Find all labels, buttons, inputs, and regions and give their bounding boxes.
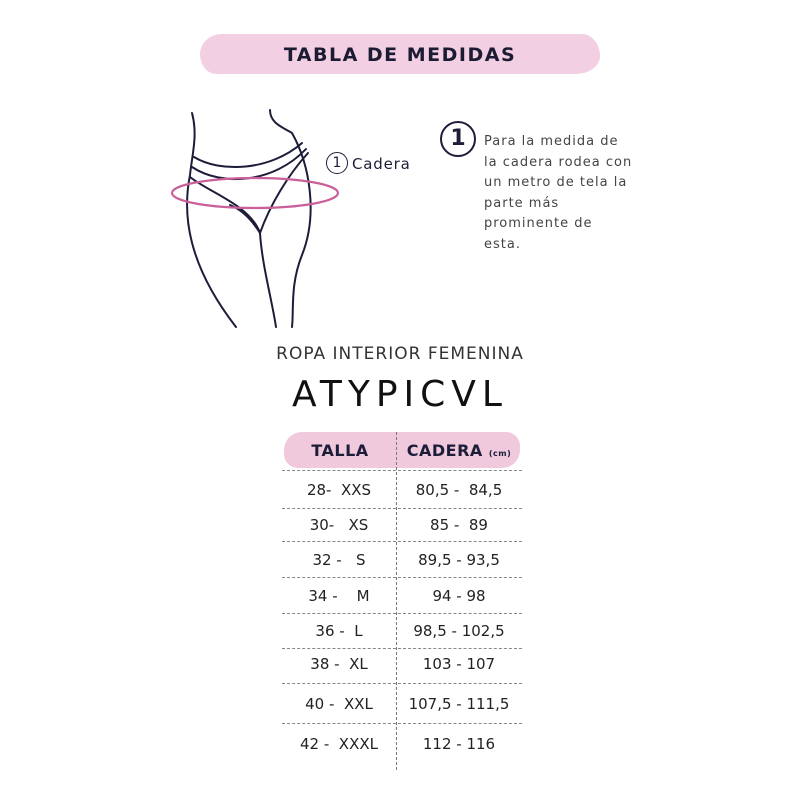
header-cadera-label: CADERA [406, 441, 483, 460]
table-row: 38 - XL 103 - 107 [282, 646, 522, 682]
cell-talla: 28- XXS [306, 481, 372, 499]
table-header-banner [284, 432, 520, 468]
cell-cadera: 85 - 89 [430, 516, 488, 534]
row-divider [282, 613, 522, 614]
table-row: 42 - XXXL 112 - 116 [282, 726, 522, 762]
cell-talla: 38 - XL [310, 655, 368, 673]
figure-label: Cadera [352, 155, 411, 173]
figure-marker-badge: 1 [326, 152, 348, 174]
cell-talla: 32 - S [312, 551, 366, 569]
row-divider [282, 648, 522, 649]
page-title: TABLA DE MEDIDAS [283, 44, 517, 66]
row-divider [282, 541, 522, 542]
cell-talla: 30- XS [309, 516, 369, 534]
cell-cadera: 89,5 - 93,5 [418, 551, 500, 569]
table-row: 36 - L 98,5 - 102,5 [282, 613, 522, 649]
cell-talla: 40 - XXL [305, 695, 373, 713]
cell-talla: 42 - XXXL [300, 735, 378, 753]
brand-logo: ATYPICVL [292, 374, 508, 415]
cell-cadera: 94 - 98 [432, 587, 486, 605]
title-banner [200, 34, 600, 74]
table-row: 34 - M 94 - 98 [282, 578, 522, 614]
cell-cadera: 103 - 107 [422, 655, 496, 673]
table-row: 30- XS 85 - 89 [282, 507, 522, 543]
row-divider [282, 577, 522, 578]
header-cadera: CADERA (cm) [398, 432, 520, 468]
cell-talla: 34 - M [308, 587, 370, 605]
cell-cadera: 107,5 - 111,5 [408, 695, 510, 713]
cell-talla: 36 - L [315, 622, 363, 640]
table-row: 28- XXS 80,5 - 84,5 [282, 472, 522, 508]
hip-measurement-illustration [170, 109, 340, 328]
callout-number-badge: 1 [440, 121, 476, 157]
column-divider [396, 432, 397, 770]
subtitle: ROPA INTERIOR FEMENINA [276, 344, 524, 364]
row-divider [282, 508, 522, 509]
cell-cadera: 112 - 116 [422, 735, 496, 753]
row-divider [282, 470, 522, 471]
table-row: 40 - XXL 107,5 - 111,5 [282, 686, 522, 722]
row-divider [282, 723, 522, 724]
cell-cadera: 98,5 - 102,5 [413, 622, 505, 640]
row-divider [282, 683, 522, 684]
table-row: 32 - S 89,5 - 93,5 [282, 542, 522, 578]
callout-instructions: Para la medida de la cadera rodea con un… [484, 134, 633, 252]
hip-circle [170, 176, 340, 210]
cell-cadera: 80,5 - 84,5 [415, 481, 503, 499]
header-unit: (cm) [488, 449, 512, 458]
header-talla: TALLA [311, 441, 369, 460]
